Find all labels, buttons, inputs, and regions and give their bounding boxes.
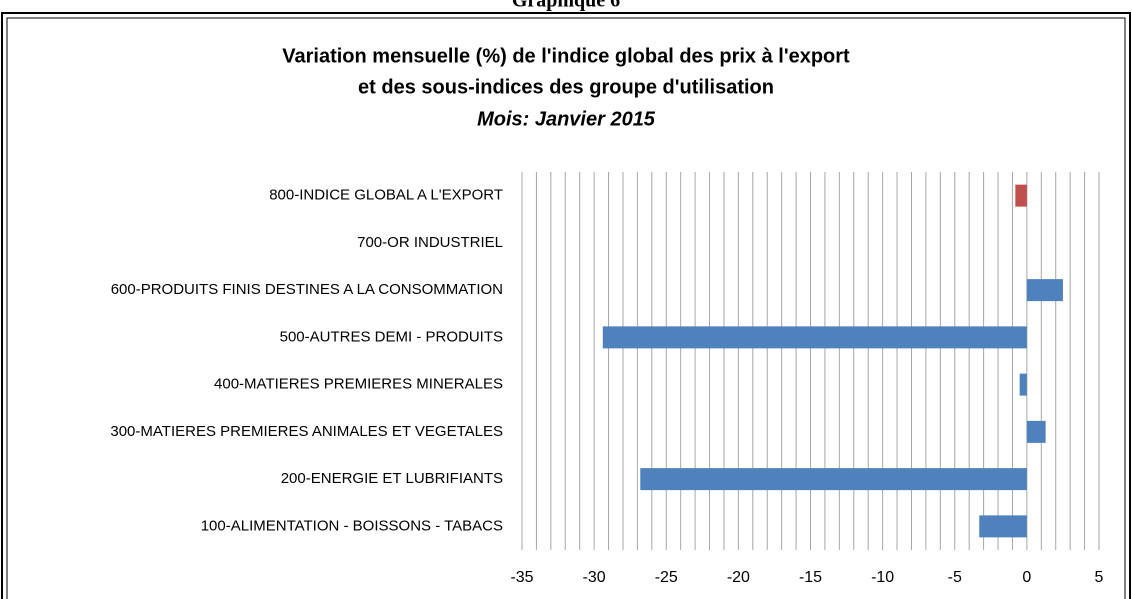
bar (979, 515, 1027, 538)
frame-inner (6, 17, 1126, 599)
frame (1, 12, 1131, 599)
y-tick-label: 400-MATIERES PREMIERES MINERALES (214, 376, 503, 393)
chart-title-line2: et des sous-indices des groupe d'utilisa… (358, 76, 774, 98)
bar (602, 326, 1027, 349)
x-tick-label: -35 (510, 569, 533, 586)
chart-subtitle: Mois: Janvier 2015 (477, 108, 656, 130)
y-tick-label: 800-INDICE GLOBAL A L'EXPORT (269, 187, 503, 204)
chart-title: Variation mensuelle (%) de l'indice glob… (282, 45, 850, 67)
y-tick-label: 200-ENERGIE ET LUBRIFIANTS (281, 470, 503, 487)
bar (1026, 279, 1063, 302)
bar (640, 468, 1027, 491)
x-tick-label: -30 (583, 569, 606, 586)
y-tick-label: 300-MATIERES PREMIERES ANIMALES ET VEGET… (110, 423, 503, 440)
x-tick-label: 5 (1095, 569, 1104, 586)
bar (1015, 184, 1027, 207)
bar (1019, 373, 1027, 396)
y-tick-label: 700-OR INDUSTRIEL (357, 234, 503, 251)
y-tick-label: 100-ALIMENTATION - BOISSONS - TABACS (201, 517, 503, 534)
page-header: Graphique 6 (512, 0, 620, 12)
x-tick-label: 0 (1022, 569, 1031, 586)
x-tick-label: -25 (655, 569, 678, 586)
y-tick-label: 600-PRODUITS FINIS DESTINES A LA CONSOMM… (111, 281, 503, 298)
bar (1026, 420, 1046, 443)
x-tick-label: -20 (727, 569, 750, 586)
x-tick-label: -10 (871, 569, 894, 586)
x-tick-label: -5 (948, 569, 962, 586)
y-tick-label: 500-AUTRES DEMI - PRODUITS (280, 328, 503, 345)
x-tick-label: -15 (799, 569, 822, 586)
